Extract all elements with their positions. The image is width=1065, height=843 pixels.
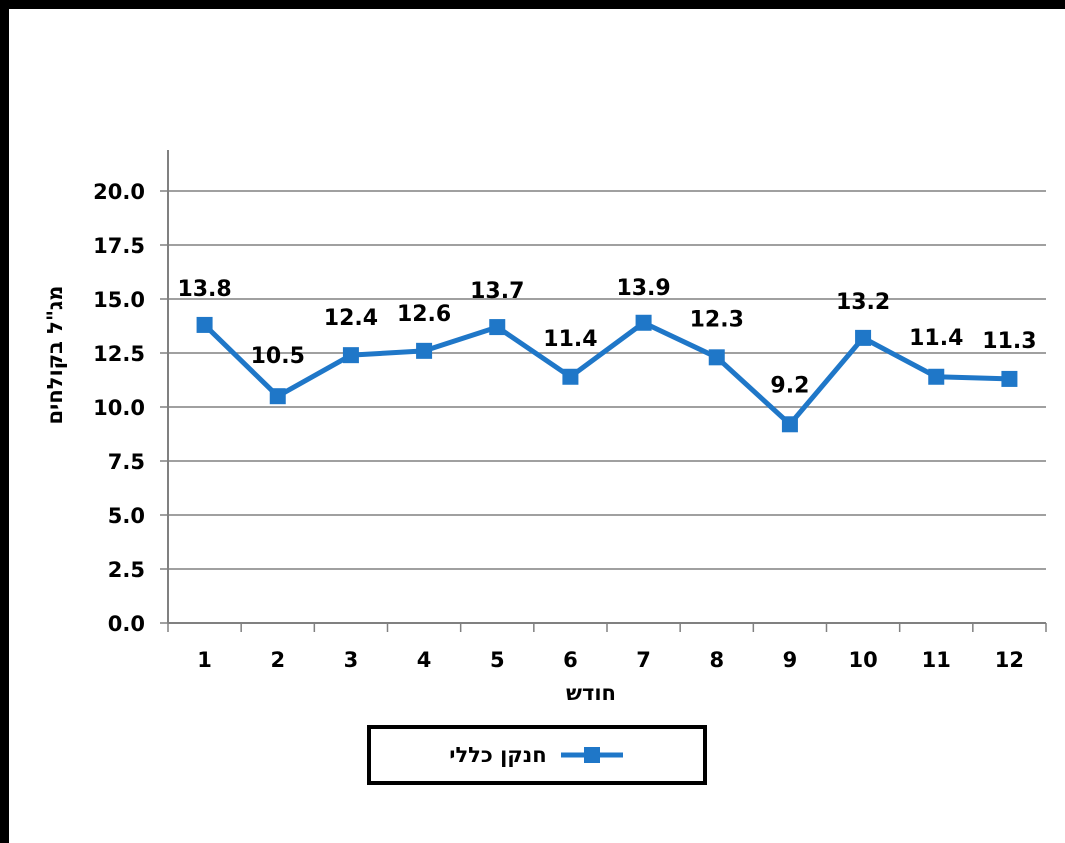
y-tick-label: 12.5: [93, 342, 145, 366]
legend-line-marker-icon: [560, 747, 623, 763]
y-tick-label: 17.5: [93, 234, 145, 258]
series-line: [202, 320, 1010, 427]
x-tick-label: 5: [490, 648, 505, 672]
data-point-marker: [1001, 370, 1018, 387]
data-label: 9.2: [770, 373, 809, 398]
data-point-marker: [196, 316, 213, 333]
data-point-marker: [708, 349, 725, 366]
x-tick-label: 7: [636, 648, 651, 672]
legend: חנקן כללי: [367, 725, 707, 785]
data-label: 13.7: [470, 279, 524, 304]
x-tick-label: 3: [344, 648, 359, 672]
data-label: 12.6: [397, 302, 451, 327]
data-point-marker: [781, 416, 798, 433]
data-point-marker: [342, 347, 359, 364]
series-group: [196, 314, 1018, 433]
data-point-marker: [928, 368, 945, 385]
data-label: 12.3: [690, 307, 744, 332]
data-point-marker: [855, 329, 872, 346]
x-tick-label: 4: [417, 648, 432, 672]
data-label: 11.4: [909, 326, 963, 351]
x-tick-label: 11: [922, 648, 951, 672]
data-label: 12.4: [324, 306, 378, 331]
data-labels: 13.8 10.5 12.4 12.6 13.7 11.4 13.9 12.3 9.2 13.2 1…: [177, 276, 1036, 399]
data-label: 13.9: [616, 276, 670, 301]
x-tick-label: 9: [783, 648, 798, 672]
x-axis-title: חודש: [566, 681, 616, 705]
data-label: 13.8: [177, 277, 231, 302]
y-tick-label: 0.0: [108, 612, 145, 636]
data-label: 13.2: [836, 290, 890, 315]
y-tick-labels: 0.0 2.5 5.0 7.5 10.0 12.5 15.0 17.5 20.0: [93, 180, 145, 636]
gridlines: [160, 190, 1046, 624]
y-tick-label: 20.0: [93, 180, 145, 204]
y-tick-label: 2.5: [108, 558, 145, 582]
x-tick-labels: 1 2 3 4 5 6 7 8 9 10 11 12: [167, 623, 1047, 672]
data-point-marker: [562, 368, 579, 385]
y-tick-label: 10.0: [93, 396, 145, 420]
data-point-marker: [635, 314, 652, 331]
data-label: 10.5: [251, 344, 305, 369]
x-tick-label: 2: [270, 648, 285, 672]
data-label: 11.4: [543, 327, 597, 352]
data-point-marker: [489, 319, 506, 336]
legend-label: חנקן כללי: [449, 743, 547, 767]
data-label: 11.3: [982, 329, 1036, 354]
x-tick-label: 10: [848, 648, 877, 672]
x-tick-label: 6: [563, 648, 578, 672]
x-tick-label: 12: [995, 648, 1024, 672]
y-tick-label: 5.0: [108, 504, 145, 528]
y-axis-title: מג"ל בקולחים: [43, 286, 67, 425]
data-point-marker: [269, 388, 286, 405]
x-tick-label: 1: [197, 648, 212, 672]
y-tick-label: 15.0: [93, 288, 145, 312]
data-point-marker: [416, 342, 433, 359]
x-tick-label: 8: [709, 648, 724, 672]
y-tick-label: 7.5: [108, 450, 145, 474]
